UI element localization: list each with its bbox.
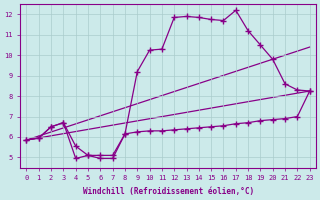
X-axis label: Windchill (Refroidissement éolien,°C): Windchill (Refroidissement éolien,°C) (83, 187, 254, 196)
